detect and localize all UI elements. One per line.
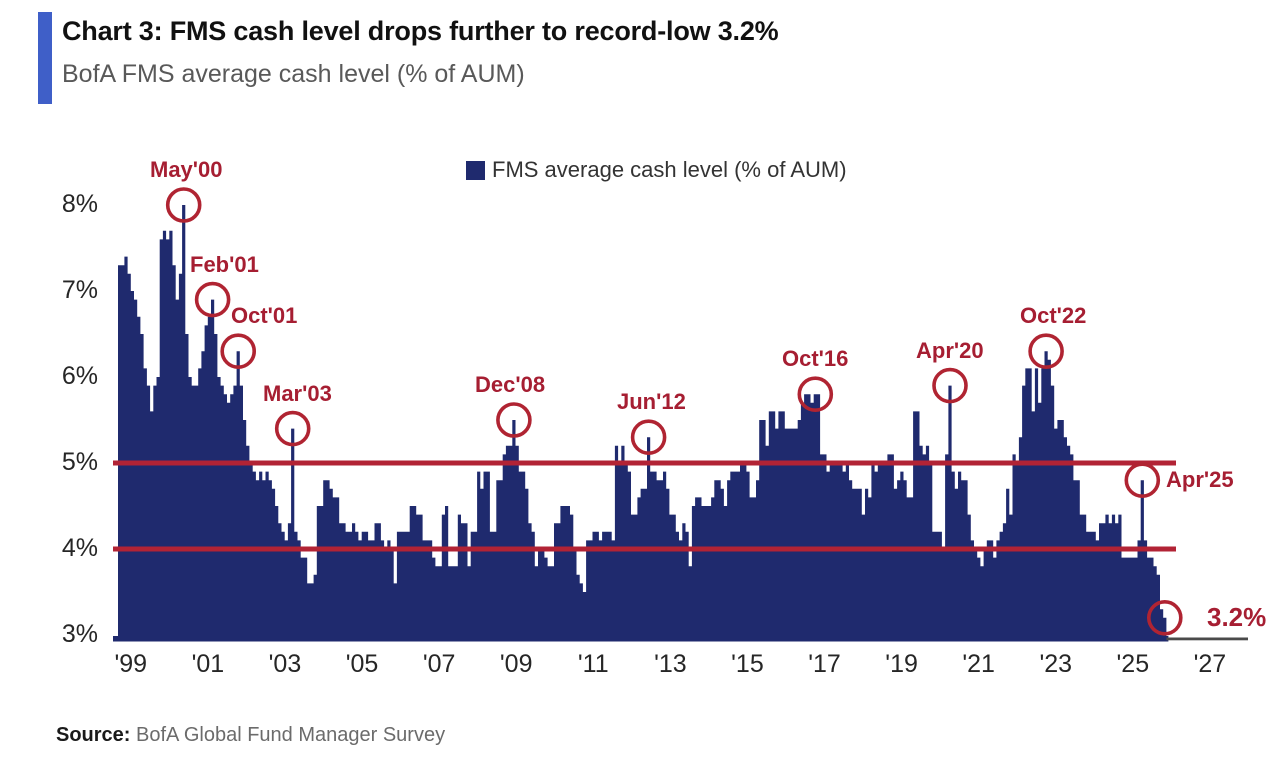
source-text: BofA Global Fund Manager Survey xyxy=(130,724,446,746)
annotation-circle-dec08 xyxy=(496,402,532,438)
annotation-label-mar03: Mar'03 xyxy=(263,381,332,406)
x-tick-2025: '25 xyxy=(1116,650,1150,678)
x-tick-2019: '19 xyxy=(885,650,918,678)
annotation-label-feb01: Feb'01 xyxy=(190,252,259,277)
annotation-circle-32 xyxy=(1147,599,1183,636)
annotation-label-apr20: Apr'20 xyxy=(916,338,984,363)
annotation-circle-apr20 xyxy=(932,367,968,404)
x-tick-2001: '01 xyxy=(191,650,225,678)
annotation-label-oct16: Oct'16 xyxy=(782,346,849,371)
annotation-circle-jun12 xyxy=(630,419,667,456)
y-tick-5pct: 5% xyxy=(61,448,98,476)
legend-swatch-icon xyxy=(466,160,485,180)
title-accent-bar xyxy=(38,12,52,104)
x-tick-2015: '15 xyxy=(731,650,764,678)
x-tick-2011: '11 xyxy=(577,650,609,678)
x-tick-2013: '13 xyxy=(654,650,687,678)
annotation-circle-mar03 xyxy=(274,410,311,447)
y-tick-8pct: 8% xyxy=(61,190,98,218)
annotation-label-apr25: Apr'25 xyxy=(1166,467,1234,492)
x-tick-2027: '27 xyxy=(1193,650,1227,678)
annotation-label-oct22: Oct'22 xyxy=(1020,303,1087,328)
chart-title: Chart 3: FMS cash level drops further to… xyxy=(62,16,779,46)
annotation-circle-oct22 xyxy=(1028,333,1064,370)
x-axis-baseline xyxy=(113,636,1169,642)
reference-line-4pct xyxy=(113,546,1176,552)
x-tick-2021: '21 xyxy=(962,650,995,678)
x-tick-2009: '09 xyxy=(499,650,533,678)
y-tick-7pct: 7% xyxy=(61,276,98,304)
source-prefix: Source: xyxy=(56,724,131,746)
x-tick-2017: '17 xyxy=(808,650,841,678)
reference-line-5pct xyxy=(113,460,1176,466)
annotation-label-dec08: Dec'08 xyxy=(475,372,546,397)
y-tick-3pct: 3% xyxy=(61,620,98,648)
cash-level-bar-series xyxy=(118,205,1167,641)
source-line: Source: BofA Global Fund Manager Survey xyxy=(56,724,445,747)
annotation-circle-apr25 xyxy=(1124,462,1161,499)
annotation-circle-oct01 xyxy=(220,333,256,370)
x-tick-2023: '23 xyxy=(1039,650,1073,678)
annotation-label-may00: May'00 xyxy=(150,157,223,182)
annotation-label-oct01: Oct'01 xyxy=(231,303,298,328)
y-tick-6pct: 6% xyxy=(61,362,98,390)
annotation-label-jun12: Jun'12 xyxy=(617,389,686,414)
chart-legend: FMS average cash level (% of AUM) xyxy=(466,157,847,183)
y-tick-4pct: 4% xyxy=(61,534,98,562)
x-axis-extension-line xyxy=(1166,637,1248,641)
annotation-circle-oct16 xyxy=(797,376,834,413)
annotation-circle-may00 xyxy=(165,187,202,223)
x-tick-2003: '03 xyxy=(268,650,302,678)
annotation-label-32: 3.2% xyxy=(1207,602,1267,632)
annotation-circle-feb01 xyxy=(194,281,231,318)
x-tick-1999: '99 xyxy=(114,650,148,678)
chart-subtitle: BofA FMS average cash level (% of AUM) xyxy=(62,60,525,88)
x-tick-2007: '07 xyxy=(422,650,456,678)
x-tick-2005: '05 xyxy=(345,650,379,678)
legend-label: FMS average cash level (% of AUM) xyxy=(492,157,847,182)
